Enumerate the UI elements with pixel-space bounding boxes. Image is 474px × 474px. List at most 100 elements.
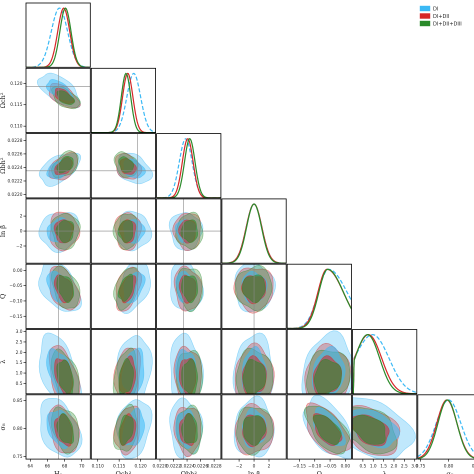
x-tick-label: −0.15 <box>293 464 306 470</box>
marginal-curve-DI+DII+DIII <box>156 138 221 198</box>
panel-content <box>156 198 221 264</box>
panel-lnbeta-sigma8: −2 0 2 ln β <box>221 394 287 474</box>
y-axis-label-lnbeta: ln β <box>0 225 7 237</box>
y-tick-label: 2.0 <box>16 350 23 356</box>
panel-content <box>170 329 204 394</box>
legend-label-DI: DI <box>433 7 438 13</box>
panel-H0-H0 <box>25 2 91 68</box>
x-axis-label-ombh2: Ωbh² <box>181 470 198 474</box>
panel-Q-Q <box>286 263 352 329</box>
contour-68-DI+DII+DIII <box>181 358 198 394</box>
panel-content <box>26 133 91 198</box>
panel-ombh2-lnbeta <box>156 198 222 264</box>
panel-lambda-lambda <box>352 329 418 395</box>
x-tick-label: 0.120 <box>134 464 147 470</box>
x-tick-label: 0.00 <box>341 464 351 470</box>
marginal-curve-DI <box>287 268 352 329</box>
y-tick-label: 0.120 <box>10 81 23 87</box>
x-tick-label: 0.0224 <box>180 464 195 470</box>
contour-68-DI+DII+DIII <box>118 414 134 446</box>
contour-68-DI+DII+DIII <box>118 156 135 173</box>
panel-content <box>40 394 83 460</box>
x-axis-label-omch2: Ωch² <box>116 470 132 474</box>
panel-content <box>352 334 417 394</box>
y-tick-label: −0.10 <box>9 298 22 304</box>
legend-swatch-DI <box>419 5 431 12</box>
panel-content <box>112 329 153 394</box>
x-axis-label-H0: H₀ <box>54 470 63 474</box>
y-tick-label: 0.0220 <box>7 192 22 198</box>
panel-frame <box>221 394 287 460</box>
panel-frame <box>25 263 91 329</box>
marginal-curve-DI <box>26 7 91 68</box>
panel-content <box>302 394 352 460</box>
x-axis-label-lambda: λ <box>383 470 387 474</box>
marginal-curve-DI+DII <box>287 268 352 329</box>
panel-frame <box>286 263 352 329</box>
panel-H0-Q: −0.15 −0.10 −0.05 0.00 Q <box>0 263 91 329</box>
contour-68-DI+DII+DIII <box>352 414 386 445</box>
panel-content <box>301 330 352 394</box>
y-tick-label: 0.0228 <box>7 138 22 144</box>
x-tick-label: −0.05 <box>323 464 336 470</box>
contour-68-DI+DII+DIII <box>117 220 134 243</box>
panel-content <box>417 399 474 460</box>
y-tick-label: 0 <box>20 229 23 235</box>
panel-content <box>91 72 156 133</box>
contour-68-DI+DII+DIII <box>181 275 198 304</box>
panel-content <box>113 264 151 329</box>
panel-ombh2-lambda <box>156 329 222 395</box>
panel-content <box>170 264 204 329</box>
legend-label-DI+DII: DI+DII <box>433 14 449 20</box>
y-axis-label-sigma8: σ₈ <box>0 423 7 430</box>
x-tick-label: 0.0228 <box>207 464 222 470</box>
panel-frame <box>90 67 157 134</box>
marginal-curve-DI+DII <box>26 7 91 68</box>
x-tick-label: 0.0220 <box>152 464 167 470</box>
panel-content <box>113 394 153 460</box>
y-tick-label: −0.05 <box>9 283 22 289</box>
panel-content <box>26 7 91 68</box>
panel-content <box>233 264 276 329</box>
panel-frame <box>156 198 222 264</box>
panel-frame <box>221 263 287 329</box>
y-tick-label: 0.85 <box>13 398 23 404</box>
x-axis-label-sigma8: σ₈ <box>446 470 453 474</box>
panel-frame <box>90 329 157 395</box>
marginal-curve-DI+DII <box>352 334 417 394</box>
panel-H0-sigma8: 64 66 68 70 H₀ 0.75 0.80 0.85 σ₈ <box>0 394 91 474</box>
panel-content <box>169 394 204 460</box>
marginal-curve-DI+DII+DIII <box>91 72 156 133</box>
x-tick-label: 2.0 <box>391 464 398 470</box>
y-tick-label: −2 <box>16 244 23 250</box>
x-tick-label: 2.5 <box>401 464 408 470</box>
panel-Q-lambda <box>286 329 352 395</box>
panel-content <box>221 203 287 264</box>
y-axis-label-omch2: Ωch² <box>0 92 7 108</box>
panel-frame <box>156 329 222 395</box>
panel-frame <box>25 67 91 134</box>
marginal-curve-DI+DII+DIII <box>287 268 352 329</box>
marginal-curve-DI <box>417 399 474 458</box>
panel-frame <box>417 394 474 460</box>
panel-frame <box>352 329 418 395</box>
y-tick-label: −0.15 <box>9 314 22 320</box>
panel-omch2-Q <box>90 263 157 329</box>
x-tick-label: 0.0226 <box>193 464 208 470</box>
x-tick-label: 0.5 <box>359 464 366 470</box>
y-axis-label-ombh2: Ωbh² <box>0 157 7 174</box>
panel-ombh2-ombh2 <box>156 133 222 199</box>
panel-sigma8-sigma8: 0.75 0.80 0.85 σ₈ <box>416 394 474 474</box>
panel-frame <box>156 133 222 199</box>
contour-68-DI+DII+DIII <box>56 275 75 303</box>
panel-Q-sigma8: −0.15−0.10−0.05 0.00 Q <box>286 394 352 474</box>
x-tick-label: 0.80 <box>444 464 454 470</box>
contour-68-DI+DII+DIII <box>56 359 74 394</box>
x-tick-label: 0 <box>253 464 256 470</box>
x-tick-label: 70 <box>79 464 85 470</box>
panel-frame <box>156 394 222 460</box>
